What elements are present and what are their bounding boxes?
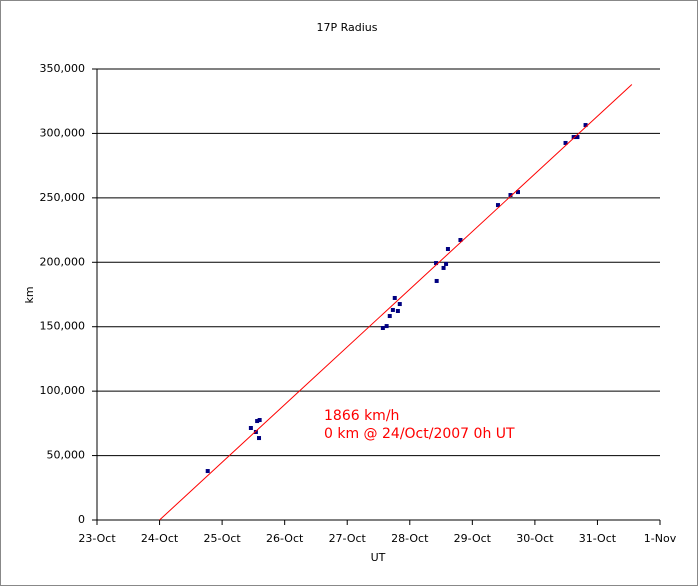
data-point (390, 307, 395, 312)
data-point (571, 135, 576, 140)
y-tick-label: 100,000 (40, 384, 86, 397)
data-point (563, 140, 568, 145)
x-tick-label: 28-Oct (391, 532, 429, 545)
x-tick-label: 31-Oct (579, 532, 617, 545)
data-point (444, 261, 449, 266)
chart-title: 17P Radius (316, 21, 377, 34)
y-tick-label: 250,000 (40, 191, 86, 204)
data-point (380, 326, 385, 331)
data-point (205, 469, 210, 474)
data-point (395, 308, 400, 313)
x-tick-label: 26-Oct (266, 532, 304, 545)
x-tick-label: 27-Oct (329, 532, 367, 545)
x-tick-label: 24-Oct (141, 532, 179, 545)
x-tick-label: 30-Oct (516, 532, 554, 545)
y-tick-label: 0 (78, 513, 85, 526)
data-point (384, 324, 389, 329)
data-point (575, 135, 580, 140)
y-tick-label: 50,000 (47, 449, 86, 462)
data-point (445, 247, 450, 252)
data-point (387, 314, 392, 319)
data-point (392, 295, 397, 300)
y-tick-label: 350,000 (40, 62, 86, 75)
y-tick-label: 150,000 (40, 320, 86, 333)
data-point (515, 190, 520, 195)
y-axis-label: km (23, 286, 36, 303)
data-point (583, 123, 588, 128)
data-point (495, 203, 500, 208)
data-point (434, 278, 439, 283)
y-tick-label: 300,000 (40, 126, 86, 139)
y-tick-label: 200,000 (40, 255, 86, 268)
data-point (257, 418, 262, 423)
data-point (253, 429, 258, 434)
data-point (458, 237, 463, 242)
data-point (434, 261, 439, 266)
data-point (257, 436, 262, 441)
annotation: 0 km @ 24/Oct/2007 0h UT (324, 426, 515, 442)
data-point (248, 425, 253, 430)
x-axis-label: UT (371, 551, 386, 564)
annotation: 1866 km/h (324, 408, 399, 424)
x-tick-label: 1-Nov (644, 532, 677, 545)
x-tick-label: 29-Oct (454, 532, 492, 545)
fit-line (159, 84, 633, 521)
x-tick-label: 23-Oct (78, 532, 116, 545)
x-tick-label: 25-Oct (203, 532, 241, 545)
data-point (255, 419, 260, 424)
data-point (441, 265, 446, 270)
data-point (397, 302, 402, 307)
data-point (508, 193, 513, 198)
